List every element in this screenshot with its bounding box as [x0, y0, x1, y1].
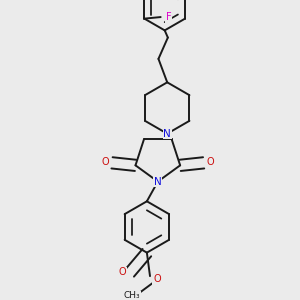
Text: N: N: [163, 129, 171, 139]
Text: O: O: [153, 274, 161, 284]
Text: F: F: [166, 12, 172, 22]
Text: O: O: [101, 157, 109, 166]
Text: CH₃: CH₃: [124, 291, 140, 300]
Text: O: O: [119, 267, 127, 278]
Text: O: O: [207, 157, 214, 166]
Text: N: N: [154, 177, 162, 187]
